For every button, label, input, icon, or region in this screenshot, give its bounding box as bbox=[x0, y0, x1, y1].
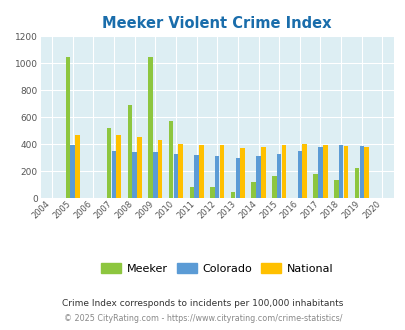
Bar bbox=[157, 140, 162, 198]
Bar bbox=[132, 152, 136, 198]
Bar bbox=[230, 192, 235, 198]
Bar bbox=[271, 176, 276, 198]
Bar bbox=[210, 187, 214, 198]
Bar bbox=[240, 148, 244, 198]
Bar bbox=[198, 145, 203, 198]
Text: © 2025 CityRating.com - https://www.cityrating.com/crime-statistics/: © 2025 CityRating.com - https://www.city… bbox=[64, 314, 341, 323]
Bar bbox=[276, 154, 281, 198]
Text: Crime Index corresponds to incidents per 100,000 inhabitants: Crime Index corresponds to incidents per… bbox=[62, 299, 343, 308]
Bar bbox=[153, 152, 157, 198]
Bar bbox=[214, 156, 219, 198]
Bar bbox=[70, 145, 75, 198]
Bar bbox=[66, 57, 70, 198]
Bar bbox=[318, 148, 322, 198]
Bar bbox=[178, 144, 183, 198]
Bar bbox=[127, 105, 132, 198]
Bar bbox=[363, 147, 368, 198]
Legend: Meeker, Colorado, National: Meeker, Colorado, National bbox=[97, 258, 337, 278]
Bar bbox=[75, 135, 79, 198]
Bar bbox=[148, 57, 152, 198]
Bar bbox=[107, 128, 111, 198]
Bar bbox=[116, 135, 121, 198]
Bar bbox=[168, 121, 173, 198]
Bar bbox=[297, 151, 301, 198]
Bar bbox=[173, 154, 178, 198]
Bar bbox=[251, 182, 256, 198]
Title: Meeker Violent Crime Index: Meeker Violent Crime Index bbox=[102, 16, 331, 31]
Bar bbox=[354, 168, 358, 198]
Bar bbox=[235, 158, 239, 198]
Bar bbox=[260, 147, 265, 198]
Bar bbox=[194, 155, 198, 198]
Bar bbox=[219, 145, 224, 198]
Bar bbox=[189, 187, 194, 198]
Bar bbox=[256, 156, 260, 198]
Bar bbox=[338, 145, 343, 198]
Bar bbox=[313, 175, 317, 198]
Bar bbox=[359, 146, 363, 198]
Bar bbox=[137, 137, 141, 198]
Bar bbox=[333, 180, 338, 198]
Bar bbox=[343, 146, 347, 198]
Bar bbox=[111, 151, 116, 198]
Bar bbox=[302, 144, 306, 198]
Bar bbox=[322, 145, 327, 198]
Bar bbox=[281, 145, 286, 198]
